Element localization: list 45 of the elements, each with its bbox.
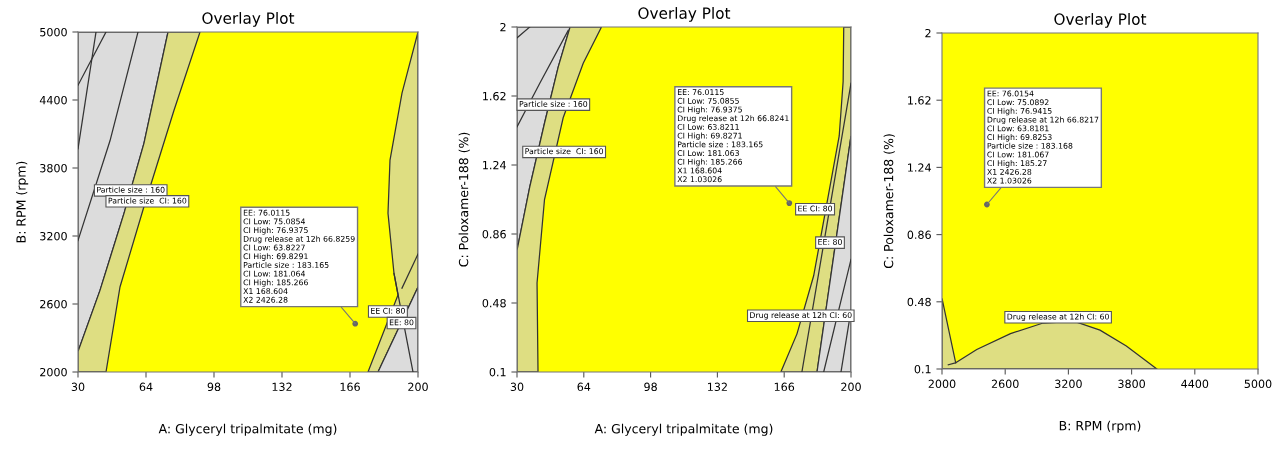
y-tick-label: 1.24 [908, 163, 931, 172]
y-tick-label: 3200 [40, 231, 67, 241]
y-tick-label: 0.1 [914, 364, 931, 374]
y-tick-label: 0.48 [482, 298, 506, 308]
chart-title: Overlay Plot [638, 7, 731, 22]
x-tick-label: 132 [708, 382, 727, 392]
y-tick-label: 1.24 [483, 160, 506, 170]
x-tick-label: 64 [139, 382, 153, 392]
y-tick-label: 0.1 [489, 367, 506, 377]
chart-title: Overlay Plot [202, 12, 295, 27]
y-tick-label: 5000 [40, 27, 67, 37]
x-tick-label: 98 [644, 382, 657, 392]
y-tick-label: 2 [500, 22, 506, 32]
x-tick-label: 64 [577, 382, 591, 392]
x-tick-label: 5000 [1244, 379, 1272, 389]
x-tick-label: 2000 [928, 379, 956, 389]
y-tick-label: 2 [925, 28, 931, 38]
x-axis-title: A: Glyceryl tripalmitate (mg) [594, 423, 773, 436]
x-tick-label: 30 [71, 382, 85, 392]
x-tick-label: 30 [510, 382, 524, 392]
x-tick-label: 2600 [991, 379, 1019, 389]
y-tick-label: 0.48 [907, 297, 931, 307]
y-tick-label: 2600 [40, 299, 67, 309]
x-tick-label: 200 [841, 382, 861, 392]
y-axis-title: C: Poloxamer-188 (%) [458, 132, 470, 267]
x-axis-title: B: RPM (rpm) [1059, 420, 1141, 433]
x-tick-label: 98 [207, 382, 221, 392]
y-tick-label: 1.62 [483, 91, 506, 101]
y-tick-label: 0.86 [907, 230, 931, 239]
y-tick-label: 0.86 [482, 229, 506, 239]
x-tick-label: 3200 [1055, 379, 1082, 389]
y-tick-label: 4400 [39, 95, 67, 105]
x-axis-title: A: Glyceryl tripalmitate (mg) [158, 423, 337, 436]
y-axis-title: C: Poloxamer-188 (%) [883, 134, 895, 269]
y-tick-label: 2000 [40, 367, 67, 377]
y-tick-label: 3800 [40, 163, 67, 173]
x-tick-label: 3800 [1118, 379, 1145, 389]
x-tick-label: 4400 [1181, 379, 1209, 389]
y-axis-title: B: RPM (rpm) [16, 161, 29, 243]
x-tick-label: 166 [340, 382, 360, 392]
x-tick-label: 132 [272, 382, 292, 392]
y-tick-label: 1.62 [908, 96, 931, 105]
x-tick-label: 166 [774, 382, 795, 392]
x-tick-label: 200 [408, 382, 428, 392]
chart-title: Overlay Plot [1054, 13, 1147, 28]
